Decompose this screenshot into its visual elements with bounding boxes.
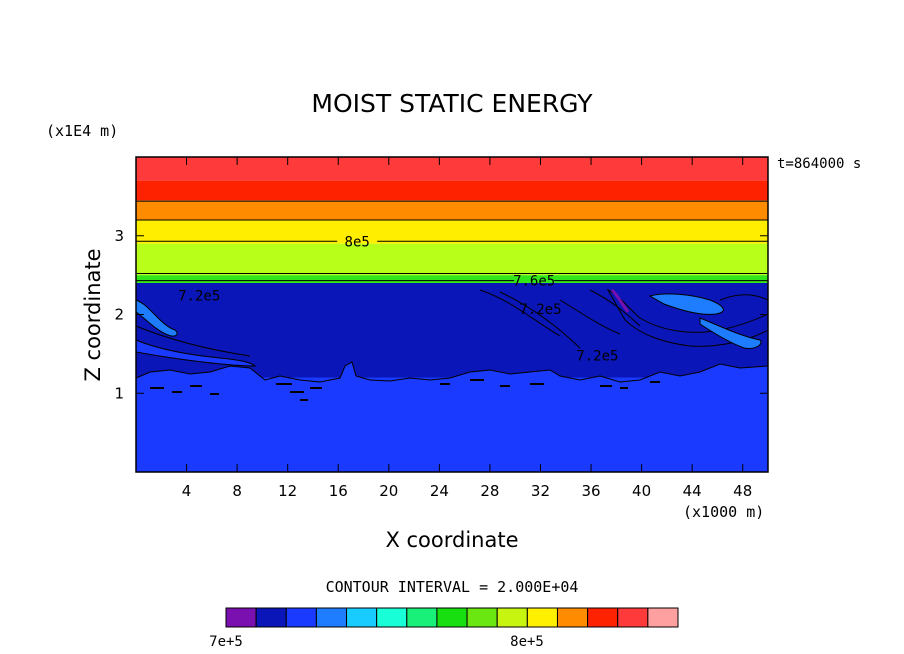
contour-interval-label: CONTOUR INTERVAL = 2.000E+04 xyxy=(326,578,579,596)
right-swirl-lines xyxy=(559,289,769,335)
colorbar-swatch-11 xyxy=(556,607,589,628)
x-tick-label-4: 20 xyxy=(379,482,398,500)
contour-lines: 8e5 7.6e5 xyxy=(136,200,768,290)
contour-label-4: 7.6e5 xyxy=(513,274,555,290)
x-tick-label-10: 44 xyxy=(683,482,702,500)
x-tick-label-5: 24 xyxy=(430,482,449,500)
x-tick-label-1: 8 xyxy=(232,482,242,500)
x-tick-label-6: 28 xyxy=(480,482,499,500)
colorbar-mid-label: 8e+5 xyxy=(510,634,544,650)
center-sheared-lines xyxy=(479,289,581,349)
color-band-5 xyxy=(136,200,768,220)
colorbar-swatch-7 xyxy=(436,607,468,628)
chart-title: MOIST STATIC ENERGY xyxy=(311,89,593,118)
plot-area: 8e5 7.6e5 7.2e5 7.2e5 7.2e5 xyxy=(135,156,769,473)
contour-label-2: 8e5 xyxy=(345,234,370,250)
color-band-2 xyxy=(136,275,768,283)
purple-filament xyxy=(610,288,630,313)
x-tick-label-0: 4 xyxy=(182,482,192,500)
colorbar-swatch-13 xyxy=(617,607,649,628)
contour-value-label-2: 7.2e5 xyxy=(576,348,618,364)
colorbar-swatch-8 xyxy=(466,607,498,628)
right-swirl-bright xyxy=(648,293,724,315)
y-tick-label-0: 1 xyxy=(114,384,124,402)
colorbar-swatch-5 xyxy=(376,607,408,628)
colorbar-swatch-4 xyxy=(346,607,378,628)
contour-value-label-0: 7.2e5 xyxy=(178,289,220,305)
upper-left-bright-stripe xyxy=(135,299,178,337)
right-swirl-lower xyxy=(699,317,762,349)
y-axis-ticks: 1 2 3 xyxy=(114,227,768,402)
x-unit-label: (x1000 m) xyxy=(683,503,764,521)
x-tick-label-11: 48 xyxy=(733,482,752,500)
contour-value-label-1: 7.2e5 xyxy=(519,302,561,318)
colorbar-swatch-12 xyxy=(587,607,619,628)
color-band-6 xyxy=(136,180,768,201)
y-unit-label: (x1E4 m) xyxy=(46,122,118,140)
colorbar-swatch-6 xyxy=(406,607,438,628)
colorbar-swatch-1 xyxy=(255,607,287,628)
color-band-4 xyxy=(136,220,768,244)
colorbar xyxy=(225,607,679,628)
x-tick-label-3: 16 xyxy=(329,482,348,500)
time-label: t=864000 s xyxy=(777,156,861,172)
y-tick-label-1: 2 xyxy=(114,306,124,324)
colorbar-swatch-10 xyxy=(526,607,558,628)
left-streaks xyxy=(135,339,257,367)
contour-labels: 7.2e5 7.2e5 7.2e5 xyxy=(178,289,618,365)
colorbar-swatch-2 xyxy=(285,607,317,628)
colorbar-swatch-3 xyxy=(315,607,348,628)
x-tick-label-7: 32 xyxy=(531,482,550,500)
x-axis-label: X coordinate xyxy=(385,528,518,552)
boundary-layer-top xyxy=(135,361,769,473)
y-tick-label-2: 3 xyxy=(114,227,124,245)
left-streak-line xyxy=(135,325,251,357)
color-band-3 xyxy=(136,243,768,276)
boundary-specks xyxy=(150,379,660,401)
colorbar-swatch-0 xyxy=(225,607,257,628)
y-axis-label: Z coordinate xyxy=(81,248,105,381)
x-tick-label-9: 40 xyxy=(632,482,651,500)
x-tick-label-8: 36 xyxy=(581,482,600,500)
x-tick-label-2: 12 xyxy=(278,482,297,500)
colorbar-swatch-9 xyxy=(496,607,528,628)
color-band-7 xyxy=(136,157,768,181)
colorbar-min-label: 7e+5 xyxy=(209,634,243,650)
colorbar-swatch-14 xyxy=(647,607,679,628)
x-axis-ticks: 4 8 12 16 20 24 28 32 36 40 44 48 xyxy=(182,157,752,500)
